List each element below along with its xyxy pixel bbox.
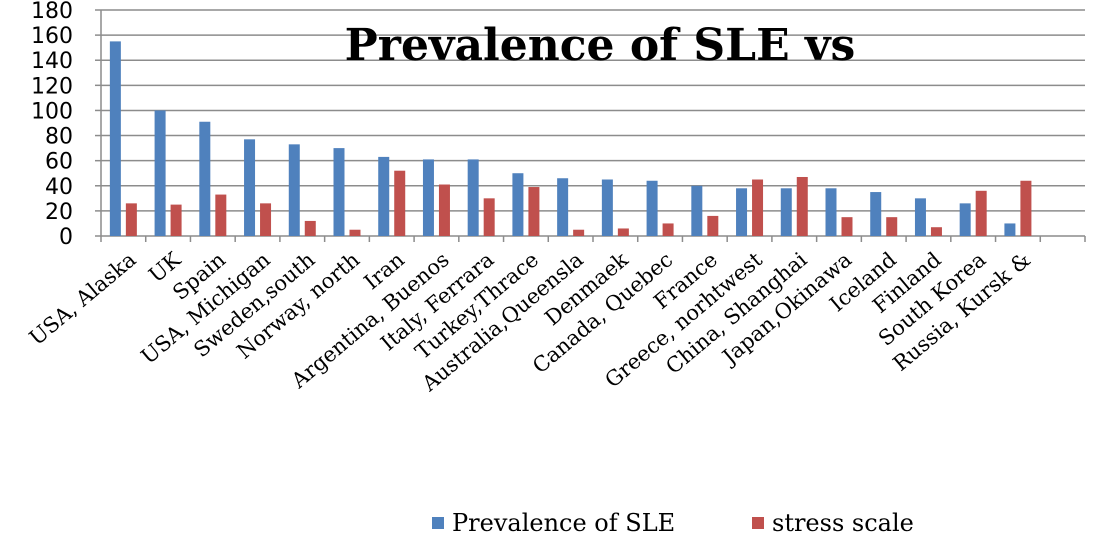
legend-label: stress scale — [772, 509, 914, 537]
bar-prevalence — [199, 121, 211, 236]
y-tick-label: 0 — [59, 225, 73, 250]
bar-prevalence — [244, 139, 256, 236]
bar-stress — [796, 176, 808, 236]
y-tick-label: 60 — [45, 150, 73, 175]
y-tick-label: 20 — [45, 200, 73, 225]
bar-prevalence — [1004, 223, 1016, 236]
bar-prevalence — [333, 148, 345, 236]
bar-prevalence — [557, 178, 569, 236]
y-tick-label: 100 — [31, 99, 73, 124]
bar-stress — [349, 229, 361, 236]
bar-stress — [573, 229, 585, 236]
bar-stress — [662, 223, 674, 236]
bar-stress — [528, 187, 540, 236]
legend-swatch — [432, 517, 444, 529]
bar-prevalence — [959, 203, 971, 236]
bar-stress — [975, 190, 987, 236]
bar-stress — [125, 203, 137, 236]
bar-prevalence — [467, 159, 479, 236]
legend-label: Prevalence of SLE — [452, 509, 675, 537]
bar-stress — [886, 217, 898, 236]
legend-swatch — [752, 517, 764, 529]
bar-prevalence — [378, 156, 390, 236]
bar-stress — [841, 217, 853, 236]
bar-stress — [438, 184, 450, 236]
bar-stress — [707, 215, 719, 236]
bars — [109, 41, 1032, 237]
bar-prevalence — [780, 188, 792, 236]
bar-prevalence — [646, 180, 658, 236]
bar-stress — [752, 179, 764, 236]
bar-stress — [617, 228, 629, 236]
bar-stress — [304, 220, 316, 236]
bar-prevalence — [512, 173, 524, 236]
bar-stress — [170, 204, 182, 236]
bar-prevalence — [601, 179, 613, 236]
legend: Prevalence of SLE stress scale — [432, 509, 914, 537]
bar-prevalence — [154, 110, 166, 236]
bar-stress — [215, 194, 227, 236]
bar-prevalence — [691, 185, 703, 236]
bar-stress — [930, 227, 942, 236]
bar-prevalence — [736, 188, 748, 236]
y-tick-label: 180 — [31, 0, 73, 24]
bar-prevalence — [914, 198, 926, 236]
chart-title: Prevalence of SLE vs — [345, 20, 856, 71]
bar-stress — [483, 198, 495, 236]
y-tick-label: 160 — [31, 24, 73, 49]
bar-stress — [1020, 180, 1032, 236]
y-tick-label: 40 — [45, 175, 73, 200]
y-tick-label: 80 — [45, 125, 73, 150]
bar-prevalence — [825, 188, 837, 236]
bar-prevalence — [870, 192, 882, 236]
y-tick-label: 120 — [31, 74, 73, 99]
bar-prevalence — [109, 41, 121, 237]
bar-stress — [394, 170, 406, 236]
bar-prevalence — [288, 144, 300, 236]
y-tick-label: 140 — [31, 49, 73, 74]
bar-stress — [260, 203, 272, 236]
x-tick-label: USA, Alaska — [25, 247, 141, 350]
bar-prevalence — [422, 159, 434, 236]
